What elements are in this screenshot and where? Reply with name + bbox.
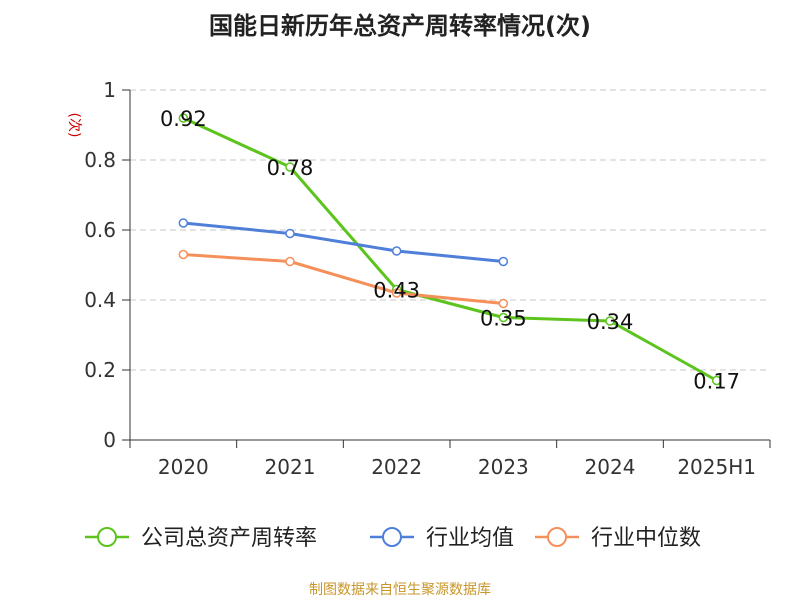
legend-item[interactable]: 行业中位数 <box>535 526 701 551</box>
legend: 公司总资产周转率 行业均值 行业中位数 <box>85 526 701 551</box>
legend-item[interactable]: 公司总资产周转率 <box>85 526 317 551</box>
x-tick-label: 2023 <box>478 455 529 479</box>
data-point <box>498 256 509 267</box>
series-line <box>182 116 718 382</box>
y-tick-label: 0 <box>103 428 116 452</box>
data-point <box>178 218 189 228</box>
series-1 <box>178 218 509 267</box>
series-line <box>183 221 504 263</box>
legend-marker <box>97 527 117 547</box>
legend-item[interactable]: 行业均值 <box>370 526 514 551</box>
series-0 <box>178 113 722 386</box>
axes: 0 0.2 0.4 0.6 0.8 1 2020 2021 2022 2023 2024 2025H1 <box>84 78 771 479</box>
y-tick-label: 0.2 <box>84 358 116 382</box>
y-axis-label: (次) <box>66 113 82 138</box>
x-tick-label: 2025H1 <box>677 455 756 479</box>
data-point <box>285 228 295 239</box>
data-point <box>498 298 509 309</box>
legend-label: 行业均值 <box>426 526 514 551</box>
data-point <box>285 162 295 172</box>
data-point <box>178 249 189 260</box>
chart-title: 国能日新历年总资产周转率情况(次) <box>209 12 591 40</box>
y-tick-label: 0.4 <box>84 288 116 312</box>
data-point <box>711 375 722 386</box>
y-tick-label: 1 <box>103 78 116 102</box>
data-point <box>391 288 402 298</box>
data-label: 0.92 <box>160 107 207 131</box>
data-label: 0.17 <box>693 370 740 394</box>
data-label: 0.43 <box>373 279 420 303</box>
data-point <box>498 312 509 323</box>
data-label: 0.34 <box>587 310 634 334</box>
data-point <box>178 113 189 123</box>
data-point <box>285 256 295 267</box>
x-tick-label: 2022 <box>371 455 422 479</box>
y-tick-label: 0.8 <box>84 148 116 172</box>
series-line <box>183 253 504 305</box>
legend-marker <box>382 527 402 547</box>
x-tick-label: 2024 <box>585 455 636 479</box>
x-tick-label: 2020 <box>158 455 209 479</box>
y-tick-label: 0.6 <box>84 218 116 242</box>
data-label: 0.35 <box>480 307 527 331</box>
source-note: 制图数据来自恒生聚源数据库 <box>309 582 491 598</box>
x-tick-label: 2021 <box>265 455 316 479</box>
series-2 <box>178 249 509 309</box>
grid-lines <box>130 89 770 371</box>
legend-label: 公司总资产周转率 <box>141 526 317 551</box>
data-label: 0.78 <box>267 156 314 180</box>
series-lines <box>178 113 722 386</box>
legend-marker <box>547 527 567 547</box>
data-point <box>391 246 402 256</box>
legend-label: 行业中位数 <box>591 526 701 551</box>
data-labels: 0.92 0.78 0.43 0.35 0.34 0.17 <box>160 107 740 394</box>
data-point <box>605 316 615 326</box>
